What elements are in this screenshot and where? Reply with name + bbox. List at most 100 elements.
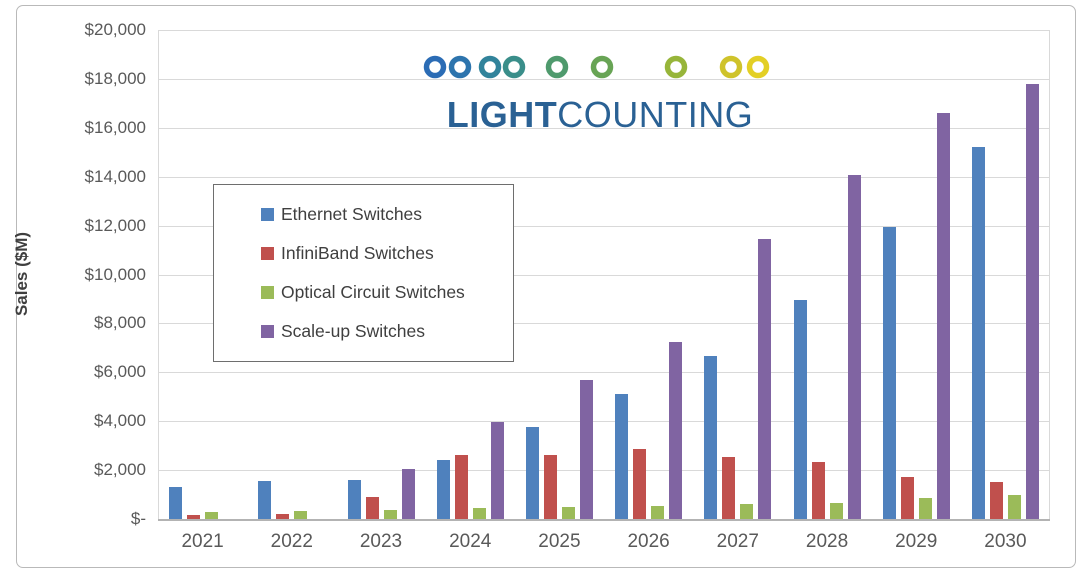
bar-optical-circuit-switches-2028 bbox=[829, 503, 843, 519]
bar-infiniband-switches-2029 bbox=[900, 477, 914, 519]
bar-groups bbox=[158, 30, 1050, 519]
logo-circle-icon bbox=[423, 55, 447, 79]
bar-infiniband-switches-2023 bbox=[365, 497, 379, 519]
legend-item-scale-up-switches: Scale-up Switches bbox=[261, 321, 503, 342]
legend-swatch-icon bbox=[261, 208, 274, 221]
bar-group-2028 bbox=[782, 30, 871, 519]
logo-circle-icon bbox=[746, 55, 770, 79]
y-tick-label: $6,000 bbox=[94, 362, 146, 381]
legend-label: Ethernet Switches bbox=[281, 204, 423, 224]
y-tick-label: $14,000 bbox=[84, 167, 146, 186]
bar-ethernet-switches-2029 bbox=[882, 227, 896, 519]
y-tick-label: $8,000 bbox=[94, 313, 146, 332]
bar-infiniband-switches-2025 bbox=[543, 455, 557, 519]
bar-group-2027 bbox=[693, 30, 782, 519]
bar-infiniband-switches-2024 bbox=[454, 455, 468, 519]
bar-group-2025 bbox=[515, 30, 604, 519]
y-tick-label: $18,000 bbox=[84, 69, 146, 88]
bar-ethernet-switches-2025 bbox=[525, 427, 539, 519]
x-tick-label-2023: 2023 bbox=[359, 531, 403, 552]
gridline bbox=[158, 470, 1050, 471]
bar-scale-up-switches-2029 bbox=[936, 113, 950, 519]
bar-infiniband-switches-2022 bbox=[276, 514, 290, 519]
logo-circle-icon bbox=[478, 55, 502, 79]
legend-label: Scale-up Switches bbox=[281, 321, 425, 341]
legend-swatch-icon bbox=[261, 247, 274, 260]
legend-box: Ethernet Switches InfiniBand Switches Opti… bbox=[213, 184, 514, 362]
x-tick-label-2027: 2027 bbox=[716, 531, 759, 552]
x-tick-label-2026: 2026 bbox=[627, 531, 670, 552]
legend-swatch-icon bbox=[261, 286, 274, 299]
bar-scale-up-switches-2026 bbox=[669, 342, 683, 519]
bar-infiniband-switches-2026 bbox=[633, 449, 647, 519]
gridline bbox=[158, 421, 1050, 422]
x-tick-label-2030: 2030 bbox=[984, 531, 1027, 552]
x-tick-label-2025: 2025 bbox=[538, 531, 581, 552]
x-axis-line bbox=[158, 519, 1050, 521]
gridline bbox=[158, 30, 1050, 31]
bar-group-2029 bbox=[872, 30, 961, 519]
bar-optical-circuit-switches-2030 bbox=[1007, 495, 1021, 519]
logo-circle-icon bbox=[448, 55, 472, 79]
bar-infiniband-switches-2027 bbox=[722, 457, 736, 519]
logo-circle-icon bbox=[502, 55, 526, 79]
y-tick-label: $10,000 bbox=[84, 265, 146, 284]
bar-optical-circuit-switches-2024 bbox=[472, 508, 486, 519]
bar-ethernet-switches-2023 bbox=[347, 480, 361, 519]
bar-infiniband-switches-2030 bbox=[989, 482, 1003, 519]
bar-optical-circuit-switches-2022 bbox=[294, 511, 308, 519]
plot-area: $20,000 $18,000 $16,000 $14,000 $12,000 $10,0… bbox=[85, 20, 1050, 528]
logo-wordmark: LIGHTCOUNTING bbox=[408, 97, 792, 133]
y-tick-label: $16,000 bbox=[84, 118, 146, 137]
logo-text-light: LIGHT bbox=[446, 94, 558, 135]
bar-ethernet-switches-2024 bbox=[436, 460, 450, 519]
bar-ethernet-switches-2021 bbox=[169, 487, 183, 519]
bar-scale-up-switches-2030 bbox=[1025, 84, 1039, 519]
bar-infiniband-switches-2021 bbox=[187, 515, 201, 519]
gridline bbox=[158, 275, 1050, 276]
bar-ethernet-switches-2027 bbox=[704, 356, 718, 519]
bar-infiniband-switches-2028 bbox=[811, 462, 825, 519]
logo-circle-icon bbox=[719, 55, 743, 79]
logo-text-counting: COUNTING bbox=[557, 94, 754, 135]
bar-group-2024 bbox=[426, 30, 515, 519]
x-axis-labels: 2021 2022 2023 2024 2025 2026 2027 2028 2029 2030 bbox=[158, 531, 1050, 553]
bar-group-2022 bbox=[247, 30, 336, 519]
lightcounting-logo: LIGHTCOUNTING bbox=[408, 44, 792, 133]
legend-item-ethernet-switches: Ethernet Switches bbox=[261, 204, 503, 225]
x-tick-label-2024: 2024 bbox=[449, 531, 492, 552]
bar-ethernet-switches-2028 bbox=[793, 300, 807, 519]
bar-ethernet-switches-2022 bbox=[258, 481, 272, 519]
y-tick-label: $4,000 bbox=[94, 411, 146, 430]
logo-circle-icon bbox=[590, 55, 614, 79]
y-tick-label: $2,000 bbox=[94, 460, 146, 479]
bar-scale-up-switches-2024 bbox=[490, 422, 504, 519]
legend-item-optical-circuit-switches: Optical Circuit Switches bbox=[261, 282, 503, 303]
x-tick-label-2029: 2029 bbox=[895, 531, 938, 552]
x-tick-label-2028: 2028 bbox=[805, 531, 849, 552]
plot-border-line bbox=[1049, 30, 1050, 519]
legend-swatch-icon bbox=[261, 325, 274, 338]
legend-label: InfiniBand Switches bbox=[281, 243, 434, 263]
bar-scale-up-switches-2028 bbox=[847, 175, 861, 519]
gridline bbox=[158, 177, 1050, 178]
logo-circle-icon bbox=[664, 55, 688, 79]
bar-group-2021 bbox=[158, 30, 247, 519]
logo-circle-icon bbox=[545, 55, 569, 79]
x-tick-label-2022: 2022 bbox=[270, 531, 313, 552]
legend-label: Optical Circuit Switches bbox=[281, 282, 465, 302]
bar-ethernet-switches-2026 bbox=[615, 394, 629, 519]
logo-circles-graphic bbox=[416, 55, 784, 79]
gridline bbox=[158, 323, 1050, 324]
gridline bbox=[158, 128, 1050, 129]
bar-group-2026 bbox=[604, 30, 693, 519]
gridline bbox=[158, 226, 1050, 227]
bar-optical-circuit-switches-2027 bbox=[740, 504, 754, 519]
bar-scale-up-switches-2023 bbox=[401, 469, 415, 519]
bar-optical-circuit-switches-2021 bbox=[205, 512, 219, 519]
bar-group-2030 bbox=[961, 30, 1050, 519]
y-tick-label: $12,000 bbox=[84, 216, 146, 235]
gridline bbox=[158, 79, 1050, 80]
y-tick-label: $- bbox=[130, 509, 146, 528]
